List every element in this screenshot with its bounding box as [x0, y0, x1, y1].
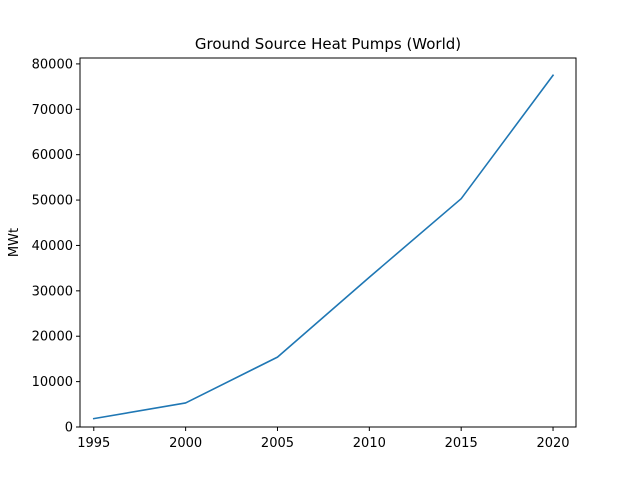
y-tick-label: 80000 — [32, 57, 73, 72]
chart-title: Ground Source Heat Pumps (World) — [195, 35, 461, 53]
series-line — [92, 74, 555, 420]
x-tick-label: 2020 — [536, 436, 569, 451]
y-tick-label: 20000 — [32, 330, 73, 345]
y-tick-label: 50000 — [32, 194, 73, 209]
y-tick-label: 40000 — [32, 239, 73, 254]
y-tick-label: 30000 — [32, 284, 73, 299]
y-tick-label: 70000 — [32, 103, 73, 118]
x-tick-label: 2005 — [261, 436, 294, 451]
x-tick-label: 2015 — [445, 436, 478, 451]
x-tick-label: 1995 — [77, 436, 110, 451]
y-tick-label: 60000 — [32, 148, 73, 163]
x-tick-label: 2010 — [353, 436, 386, 451]
y-axis-label: MWt — [7, 228, 22, 257]
x-tick-label: 2000 — [169, 436, 202, 451]
plot-frame — [79, 57, 577, 428]
y-tick-label: 0 — [65, 421, 73, 436]
y-tick-label: 10000 — [32, 375, 73, 390]
